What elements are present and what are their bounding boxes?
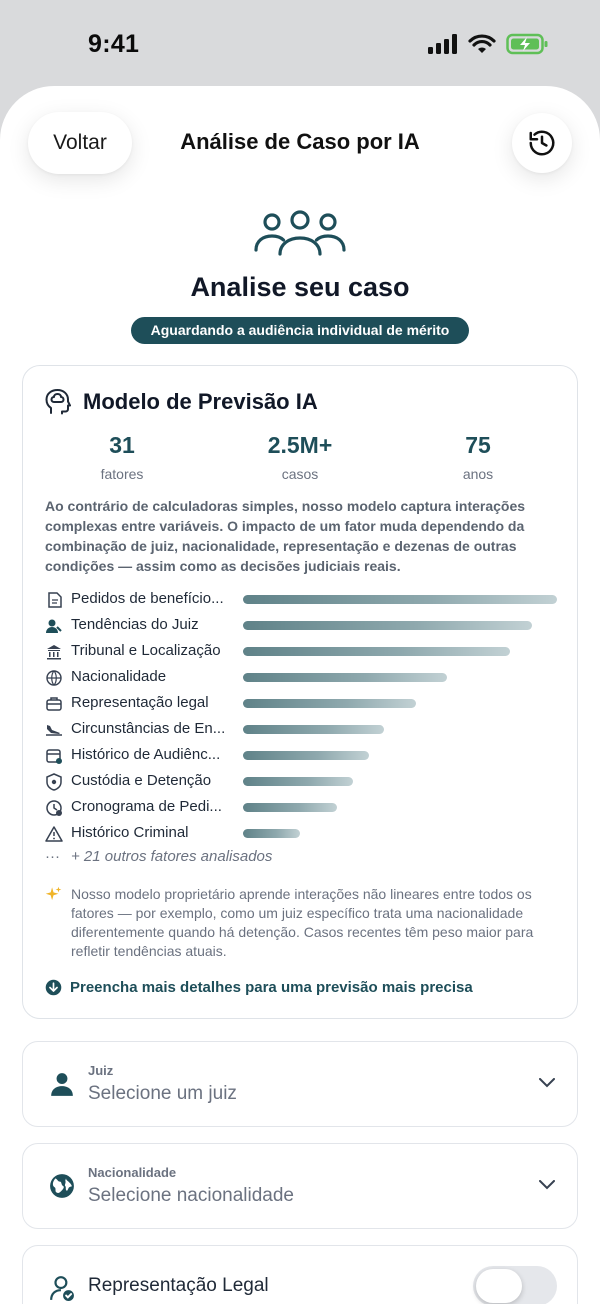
users-icon — [252, 210, 348, 263]
factor-label: Circunstâncias de En... — [71, 720, 226, 737]
legal-representation-label: Representação Legal — [88, 1275, 269, 1296]
shield-icon — [45, 773, 62, 791]
factor-weight-bar — [243, 621, 532, 630]
stat-value: 2.5M+ — [267, 432, 333, 458]
factor-list: Pedidos de benefício... Tendências do Jui… — [45, 587, 565, 847]
stat-factors: 31 fatores — [42, 432, 202, 482]
judge-label: Juiz — [88, 1063, 114, 1078]
factor-weight-bar — [243, 595, 557, 604]
courthouse-icon — [45, 643, 61, 660]
clock-icon — [45, 799, 62, 816]
case-status-badge: Aguardando a audiência individual de mér… — [131, 317, 469, 344]
stat-value: 31 — [109, 432, 135, 458]
page-title: Análise de Caso por IA — [180, 129, 420, 154]
judge-select[interactable]: Juiz Selecione um juiz — [22, 1041, 578, 1127]
factor-weight-bar — [243, 803, 337, 812]
plane-landing-icon — [45, 721, 62, 737]
person-check-icon — [50, 1276, 74, 1301]
chevron-down-icon — [539, 1078, 555, 1088]
judge-icon — [45, 617, 62, 633]
fill-details-label: Preencha mais detalhes para uma previsão… — [70, 979, 473, 996]
sparkles-icon — [45, 886, 62, 901]
model-note-text: Nosso modelo proprietário aprende intera… — [71, 886, 534, 959]
factor-row: Nacionalidade — [45, 665, 565, 691]
wifi-icon — [468, 34, 496, 53]
factor-row: Histórico de Audiênc... — [45, 743, 565, 769]
factor-label: Tendências do Juiz — [71, 616, 199, 633]
factor-row: Pedidos de benefício... — [45, 587, 565, 613]
model-card-header: Modelo de Previsão IA — [45, 388, 318, 416]
factor-weight-bar — [243, 777, 353, 786]
back-button[interactable]: Voltar — [28, 112, 132, 174]
factor-row: Tribunal e Localização — [45, 639, 565, 665]
factor-label: Histórico de Audiênc... — [71, 746, 221, 763]
stat-value: 75 — [465, 432, 491, 458]
factor-row: Tendências do Juiz — [45, 613, 565, 639]
case-analysis-sheet: Voltar Análise de Caso por IA Analise se… — [0, 86, 600, 1304]
factor-label: Tribunal e Localização — [71, 642, 221, 659]
factor-weight-bar — [243, 725, 384, 734]
warning-icon — [45, 825, 63, 842]
prediction-model-card: Modelo de Previsão IA 31 fatores 2.5M+ c… — [22, 365, 578, 1019]
model-card-title: Modelo de Previsão IA — [83, 389, 318, 414]
globe-icon — [45, 669, 62, 686]
factor-weight-bar — [243, 699, 416, 708]
stat-label: anos — [462, 466, 494, 482]
nationality-label: Nacionalidade — [88, 1165, 177, 1180]
factor-row: Cronograma de Pedi... — [45, 795, 565, 821]
person-icon — [51, 1073, 73, 1096]
hero-title: Analise seu caso — [190, 272, 410, 302]
history-icon — [529, 130, 555, 156]
battery-charging-icon — [506, 33, 548, 55]
status-time: 9:41 — [88, 30, 140, 58]
factor-weight-bar — [243, 647, 510, 656]
more-factors-label: + 21 outros fatores analisados — [71, 848, 273, 865]
briefcase-icon — [45, 695, 62, 711]
factor-weight-bar — [243, 829, 300, 838]
status-icons — [428, 33, 548, 55]
brain-head-icon — [45, 389, 71, 415]
factor-label: Representação legal — [71, 694, 209, 711]
factor-row: Custódia e Detenção — [45, 769, 565, 795]
history-button[interactable] — [512, 113, 572, 173]
factor-label: Cronograma de Pedi... — [71, 798, 222, 815]
ellipsis-icon: ··· — [45, 848, 60, 865]
document-icon — [45, 591, 62, 608]
factor-label: Pedidos de benefício... — [71, 590, 224, 607]
fill-details-link[interactable]: Preencha mais detalhes para uma previsão… — [45, 979, 473, 996]
stat-label: casos — [281, 466, 319, 482]
factor-label: Custódia e Detenção — [71, 772, 212, 789]
factor-weight-bar — [243, 751, 369, 760]
more-factors: ··· + 21 outros fatores analisados — [45, 848, 272, 865]
legal-representation-row: Representação Legal — [22, 1245, 578, 1304]
globe-icon — [50, 1174, 74, 1198]
stat-years: 75 anos — [398, 432, 558, 482]
toggle-knob — [476, 1269, 522, 1303]
stat-label: fatores — [100, 466, 144, 482]
judge-value: Selecione um juiz — [88, 1083, 237, 1104]
model-description: Ao contrário de calculadoras simples, no… — [45, 498, 526, 574]
nationality-select[interactable]: Nacionalidade Selecione nacionalidade — [22, 1143, 578, 1229]
factor-row: Circunstâncias de En... — [45, 717, 565, 743]
chevron-down-icon — [539, 1180, 555, 1190]
factor-label: Histórico Criminal — [71, 824, 189, 841]
signal-icon — [428, 34, 457, 54]
status-bar: 9:41 — [0, 0, 600, 86]
factor-label: Nacionalidade — [71, 668, 167, 685]
factor-row: Representação legal — [45, 691, 565, 717]
stat-cases: 2.5M+ casos — [220, 432, 380, 482]
factor-row: Histórico Criminal — [45, 821, 565, 847]
calendar-icon — [45, 747, 62, 764]
arrow-down-circle-icon — [45, 979, 62, 996]
legal-representation-toggle[interactable] — [473, 1266, 557, 1304]
nationality-value: Selecione nacionalidade — [88, 1185, 294, 1206]
factor-weight-bar — [243, 673, 447, 682]
